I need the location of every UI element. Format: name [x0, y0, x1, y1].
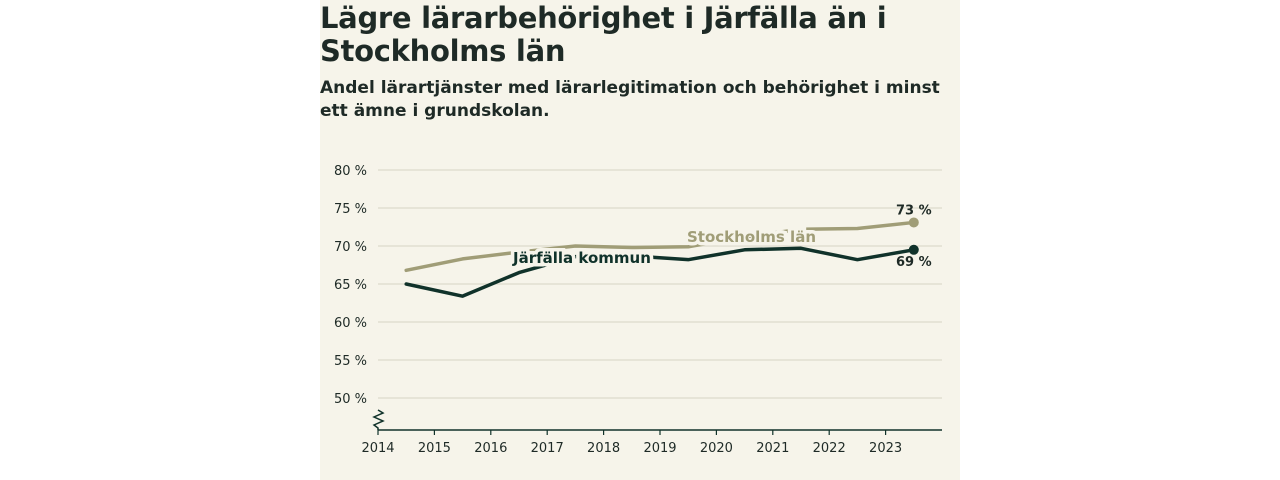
series-lines — [404, 217, 919, 298]
end-value-label-jarfalla-kommun: 69 % — [896, 255, 932, 270]
y-tick-label: 50 % — [334, 392, 367, 407]
y-axis-ticks: 50 % 55 % 60 % 65 % 70 % 75 % 80 % — [334, 164, 367, 407]
chart-card: Lägre lärarbehörighet i Järfälla än i St… — [320, 0, 960, 480]
y-tick-label: 55 % — [334, 354, 367, 369]
y-tick-label: 75 % — [334, 202, 367, 217]
chart-subtitle: Andel lärartjänster med lärarlegitimatio… — [320, 78, 940, 121]
x-tick-label: 2023 — [869, 441, 902, 456]
x-tick-label: 2021 — [756, 441, 789, 456]
x-tick-label: 2020 — [700, 441, 733, 456]
chart-title: Lägre lärarbehörighet i Järfälla än i St… — [320, 1, 887, 68]
x-tick-label: 2016 — [474, 441, 507, 456]
series-line-stockholms-lan — [404, 220, 916, 273]
x-axis — [372, 409, 942, 431]
axis-break-icon — [372, 409, 385, 430]
series-end-point-jarfalla-kommun — [908, 244, 919, 255]
y-tick-label: 70 % — [334, 240, 367, 255]
x-tick-label: 2019 — [643, 441, 676, 456]
x-tick-label: 2015 — [418, 441, 451, 456]
gridlines — [378, 169, 942, 399]
y-tick-label: 80 % — [334, 164, 367, 179]
line-chart: 50 %55 %60 %65 %70 %75 %80 % 2014 2015 201… — [334, 164, 942, 456]
series-label-stockholms-lan: Stockholms län — [687, 228, 816, 246]
end-value-label-stockholms-lan: 73 % — [896, 203, 932, 218]
x-axis-ticks: 2014 2015 2016 2017 2018 2019 2020 2021 2022 2023 — [361, 430, 902, 456]
x-tick-label: 2018 — [587, 441, 620, 456]
series-labels: Stockholms län Järfälla kommun 73 % 69 % — [509, 203, 932, 270]
series-line-jarfalla-kommun — [404, 246, 916, 298]
series-label-jarfalla-kommun: Järfälla kommun — [512, 249, 651, 267]
y-tick-label: 65 % — [334, 278, 367, 293]
series-end-point-stockholms-lan — [908, 217, 919, 228]
y-tick-label: 60 % — [334, 316, 367, 331]
x-tick-label: 2017 — [531, 441, 564, 456]
x-tick-label: 2014 — [361, 441, 394, 456]
x-tick-label: 2022 — [813, 441, 846, 456]
